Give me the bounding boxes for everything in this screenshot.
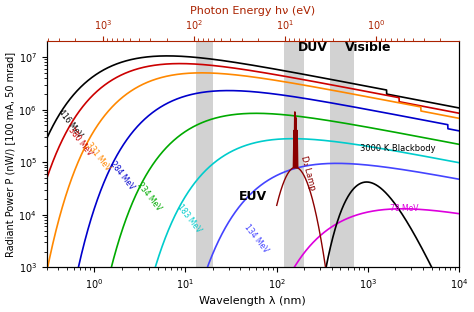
Text: 331 MeV: 331 MeV (84, 140, 112, 172)
X-axis label: Photon Energy hν (eV): Photon Energy hν (eV) (190, 6, 315, 16)
Text: 416 MeV: 416 MeV (57, 107, 84, 139)
Text: DUV: DUV (298, 41, 328, 54)
Text: 3000 K Blackbody: 3000 K Blackbody (360, 144, 436, 153)
Text: 380 MeV: 380 MeV (66, 125, 94, 157)
Text: 183 MeV: 183 MeV (175, 202, 203, 234)
Bar (196, 41, 213, 267)
Bar (284, 41, 304, 267)
Text: D₂ Lamp: D₂ Lamp (299, 155, 317, 192)
Text: Visible: Visible (345, 41, 391, 54)
Text: 134 MeV: 134 MeV (243, 223, 270, 255)
Text: 284 MeV: 284 MeV (108, 160, 136, 192)
Y-axis label: Radiant Power P (nW/) [100 mA, 50 mrad]: Radiant Power P (nW/) [100 mA, 50 mrad] (6, 52, 16, 257)
X-axis label: Wavelength λ (nm): Wavelength λ (nm) (200, 296, 306, 306)
Text: 78 MeV: 78 MeV (390, 204, 419, 213)
Bar (329, 41, 354, 267)
Text: EUV: EUV (239, 190, 267, 203)
Text: 234 MeV: 234 MeV (136, 181, 163, 213)
